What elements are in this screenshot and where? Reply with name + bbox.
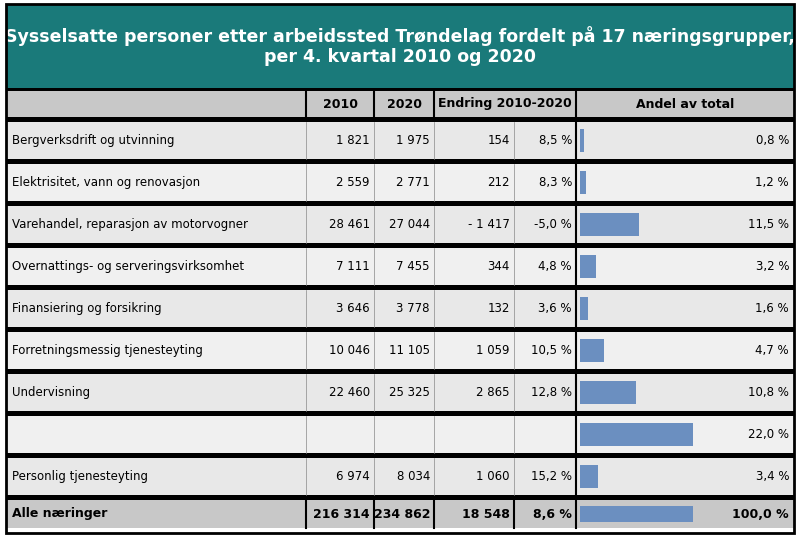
Bar (580, 506, 694, 523)
Text: Forretningsmessig tjenesteyting: Forretningsmessig tjenesteyting (12, 344, 203, 357)
Bar (6, 495, 794, 500)
Text: 7 455: 7 455 (397, 260, 430, 273)
Text: 2020: 2020 (386, 98, 422, 111)
Bar (6, 369, 794, 374)
Text: 3 646: 3 646 (336, 302, 370, 315)
Text: - 1 417: - 1 417 (468, 218, 510, 231)
Text: 154: 154 (488, 134, 510, 147)
Text: Personlig tjenesteyting: Personlig tjenesteyting (12, 470, 148, 483)
Text: 10,5 %: 10,5 % (531, 344, 572, 357)
Text: 1 821: 1 821 (336, 134, 370, 147)
Bar (6, 458, 794, 495)
Text: 1,2 %: 1,2 % (755, 176, 789, 189)
Text: 2010: 2010 (322, 98, 358, 111)
Bar (6, 411, 794, 416)
Text: 8,5 %: 8,5 % (538, 134, 572, 147)
Text: 3 778: 3 778 (397, 302, 430, 315)
Bar (6, 248, 794, 285)
Text: 8,6 %: 8,6 % (533, 507, 572, 520)
Bar (6, 453, 794, 458)
Bar (580, 297, 588, 320)
Bar (6, 4, 794, 88)
Bar (580, 171, 586, 194)
Text: Bergverksdrift og utvinning: Bergverksdrift og utvinning (12, 134, 174, 147)
Text: 7 111: 7 111 (336, 260, 370, 273)
Text: 10 046: 10 046 (329, 344, 370, 357)
Text: 27 044: 27 044 (389, 218, 430, 231)
Bar (6, 332, 794, 369)
Text: 8 034: 8 034 (397, 470, 430, 483)
Text: 15,2 %: 15,2 % (531, 470, 572, 483)
Text: 11,5 %: 11,5 % (748, 218, 789, 231)
Text: 3,2 %: 3,2 % (755, 260, 789, 273)
Text: 8,3 %: 8,3 % (538, 176, 572, 189)
Text: Elektrisitet, vann og renovasjon: Elektrisitet, vann og renovasjon (12, 176, 200, 189)
Text: 1 060: 1 060 (477, 470, 510, 483)
Bar (6, 290, 794, 327)
Text: 3,6 %: 3,6 % (538, 302, 572, 315)
Text: 18 548: 18 548 (462, 507, 510, 520)
Text: 2 865: 2 865 (477, 386, 510, 399)
Text: 22 460: 22 460 (329, 386, 370, 399)
Text: 4,8 %: 4,8 % (538, 260, 572, 273)
Text: Overnattings- og serveringsvirksomhet: Overnattings- og serveringsvirksomhet (12, 260, 244, 273)
Bar (6, 164, 794, 201)
Text: 100,0 %: 100,0 % (732, 507, 789, 520)
Text: 132: 132 (488, 302, 510, 315)
Bar (6, 201, 794, 206)
Text: Sysselsatte personer etter arbeidssted Trøndelag fordelt på 17 næringsgrupper,
p: Sysselsatte personer etter arbeidssted T… (5, 26, 795, 67)
Bar (6, 88, 794, 91)
Text: 10,8 %: 10,8 % (748, 386, 789, 399)
Bar (580, 381, 636, 404)
Text: Varehandel, reparasjon av motorvogner: Varehandel, reparasjon av motorvogner (12, 218, 248, 231)
Bar (6, 206, 794, 243)
Text: -5,0 %: -5,0 % (534, 218, 572, 231)
Text: 1 975: 1 975 (396, 134, 430, 147)
Bar (6, 327, 794, 332)
Text: Andel av total: Andel av total (636, 98, 734, 111)
Text: 11 105: 11 105 (389, 344, 430, 357)
Bar (6, 285, 794, 290)
Text: 1,6 %: 1,6 % (755, 302, 789, 315)
Text: 1 059: 1 059 (477, 344, 510, 357)
Text: 28 461: 28 461 (329, 218, 370, 231)
Bar (6, 374, 794, 411)
Text: 4,7 %: 4,7 % (755, 344, 789, 357)
Text: Endring 2010-2020: Endring 2010-2020 (438, 98, 572, 111)
Bar (6, 122, 794, 159)
Bar (580, 129, 584, 151)
Bar (6, 416, 794, 453)
Text: 12,8 %: 12,8 % (531, 386, 572, 399)
Bar (580, 339, 604, 361)
Bar (6, 91, 794, 117)
Text: 3,4 %: 3,4 % (755, 470, 789, 483)
Text: 212: 212 (487, 176, 510, 189)
Bar (6, 117, 794, 122)
Bar (6, 500, 794, 528)
Text: 2 559: 2 559 (337, 176, 370, 189)
Text: Finansiering og forsikring: Finansiering og forsikring (12, 302, 162, 315)
Text: Alle næringer: Alle næringer (12, 507, 107, 520)
Text: 216 314: 216 314 (314, 507, 370, 520)
Text: 234 862: 234 862 (374, 507, 430, 520)
Text: 0,8 %: 0,8 % (756, 134, 789, 147)
Text: Undervisning: Undervisning (12, 386, 90, 399)
Bar (580, 256, 597, 278)
Bar (580, 213, 639, 236)
Bar (580, 466, 598, 488)
Text: 6 974: 6 974 (336, 470, 370, 483)
Text: 2 771: 2 771 (396, 176, 430, 189)
Text: 25 325: 25 325 (389, 386, 430, 399)
Bar (580, 423, 694, 446)
Bar (6, 243, 794, 248)
Text: 22,0 %: 22,0 % (748, 428, 789, 441)
Bar (6, 159, 794, 164)
Text: 344: 344 (488, 260, 510, 273)
